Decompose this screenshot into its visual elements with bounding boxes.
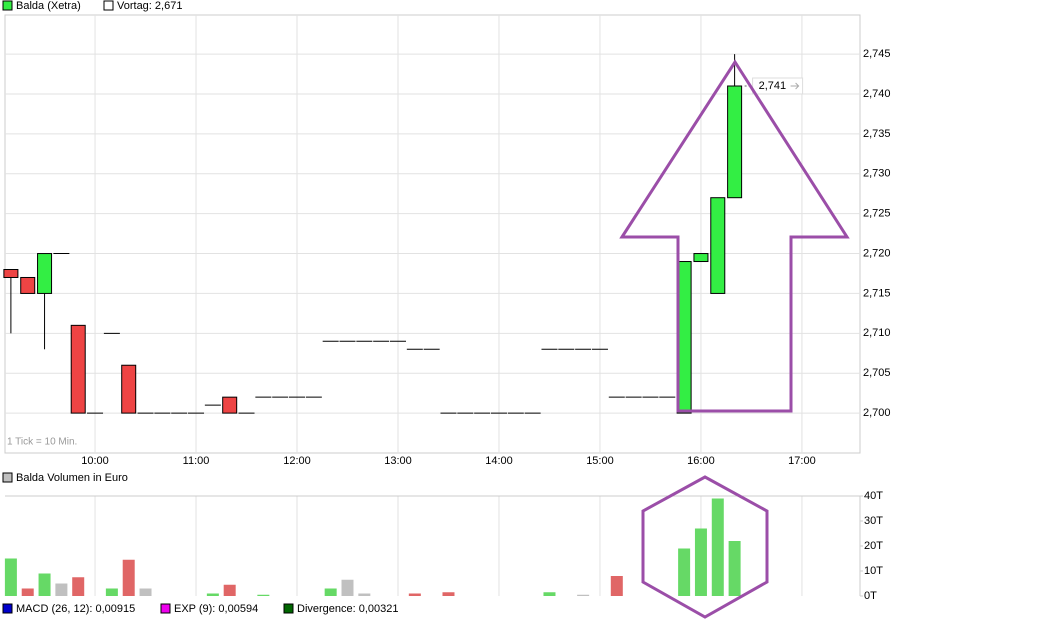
volume-bar [543,592,556,596]
x-tick-label: 12:00 [283,455,311,467]
y-tick-label: 2,700 [863,407,891,419]
indicator-swatch [160,603,171,614]
volume-bar [105,588,118,596]
volume-bar [711,498,724,596]
footer: MACD (26, 12): 0,00915 EXP (9): 0,00594 Di… [2,603,399,615]
price-panel: 2,700 2,705 2,710 2,715 2,720 2,725 2,730 2,735… [3,14,891,596]
x-tick-label: 16:00 [687,455,715,467]
x-tick-label: 11:00 [183,455,210,467]
x-tick-label: 14:00 [485,455,513,467]
y-tick-label: 2,705 [863,367,891,379]
y-tick-label: 2,745 [863,48,891,60]
last-price-box [752,77,804,95]
volume-bar [55,583,68,596]
volume-bar [324,588,337,596]
volume-bar [223,584,236,596]
indicator-swatch [2,603,13,614]
candle-body [121,364,137,414]
candle-body [70,324,86,414]
volume-bar [38,573,51,596]
candle-body [222,396,238,414]
indicator-label: Divergence: 0,00321 [297,603,399,615]
candle-body [727,85,743,199]
candle-body [20,276,36,294]
arrow-annotation [619,59,850,413]
last-price-icon [790,82,800,90]
volume-bar [678,548,691,596]
y-tick-label: 2,735 [863,128,891,140]
x-tick-label: 10:00 [81,455,109,467]
volume-panel: 0T 10T 20T 30T 40T [4,490,883,602]
y-tick-label: 2,730 [863,168,891,180]
y-tick-label: 2,725 [863,208,891,220]
x-tick-label: 13:00 [384,455,412,467]
candle-body [710,197,726,294]
x-tick-label: 15:00 [586,455,614,467]
volume-bar [442,592,455,596]
last-price-label: 2,741 [759,80,787,92]
indicator-label: EXP (9): 0,00594 [174,603,258,615]
volume-bar [122,559,135,596]
y-tick-label: 30T [864,515,883,527]
y-tick-label: 2,715 [863,287,891,299]
hexagon-annotation [641,475,769,619]
volume-bar [577,594,590,596]
y-tick-label: 2,740 [863,88,891,100]
indicator-label: MACD (26, 12): 0,00915 [16,603,135,615]
volume-bar [341,579,354,596]
indicator-swatch [283,603,294,614]
volume-bar [21,588,34,596]
y-tick-label: 10T [864,565,883,577]
y-tick-label: 20T [864,540,883,552]
volume-bar [4,558,17,596]
y-tick-label: 0T [864,590,877,602]
legend-swatch [2,472,13,483]
volume-bar [408,593,421,596]
y-tick-label: 2,720 [863,247,891,259]
volume-bar [139,588,152,596]
y-tick-label: 40T [864,490,883,502]
volume-bar [206,593,219,596]
y-tick-label: 2,710 [863,327,891,339]
candle-body [3,269,19,278]
volume-bar [610,576,623,596]
volume-bar [72,577,85,596]
volume-bar [358,593,371,596]
legend-swatch [2,0,13,11]
x-tick-label: 17:00 [788,455,816,467]
volume-bar [257,594,270,596]
candle-body [37,253,53,294]
candle-body [693,253,709,263]
volume-bar [728,541,741,596]
plot-frame [4,14,861,454]
legend-label: Balda (Xetra) [16,0,81,12]
legend-swatch [103,0,114,11]
tick-note: 1 Tick = 10 Min. [7,437,77,448]
legend-label: Vortag: 2,671 [117,0,182,12]
volume-bar [694,528,707,596]
volume-title: Balda Volumen in Euro [16,472,128,484]
